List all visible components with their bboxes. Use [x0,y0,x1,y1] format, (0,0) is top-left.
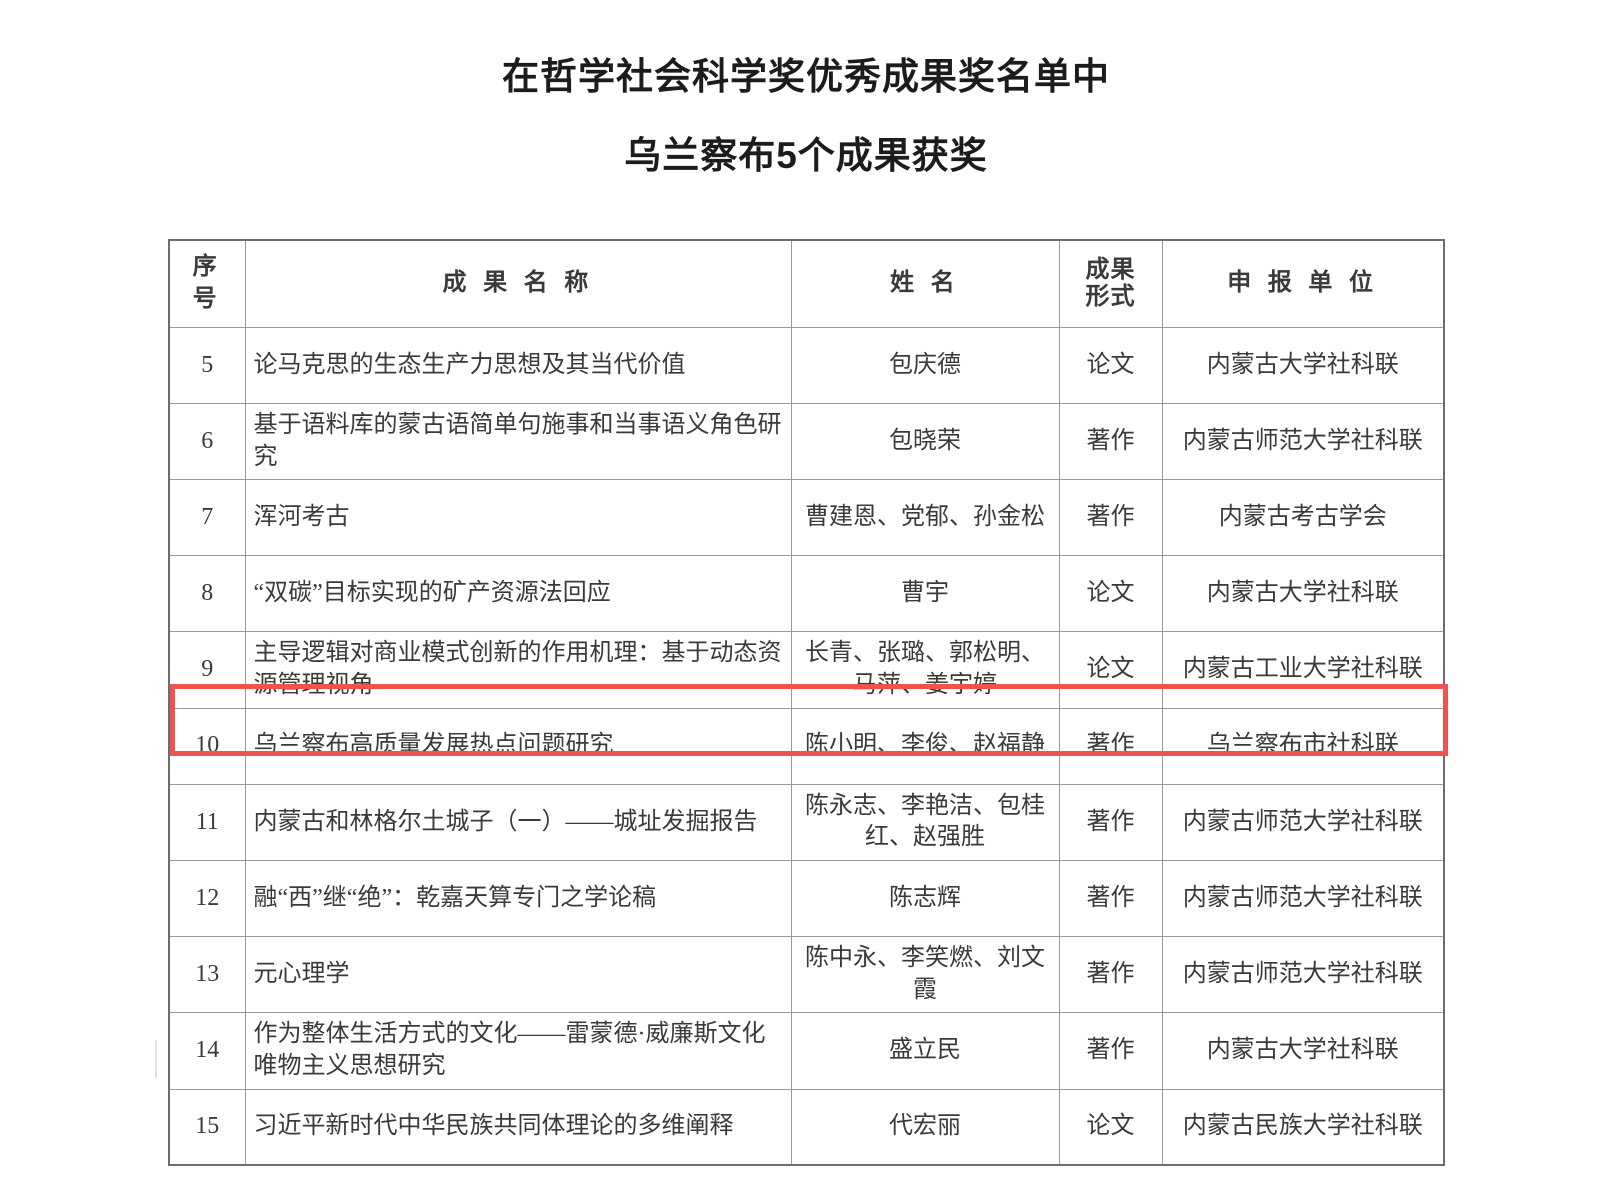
column-header-form: 成果 形式 [1058,239,1163,328]
cell-no: 8 [168,555,246,633]
table-row: 11 内蒙古和林格尔土城子（一）——城址发掘报告 陈永志、李艳洁、包桂红、赵强胜 著作… [168,783,1445,862]
cell-no: 6 [168,402,246,481]
column-header-name: 姓 名 [790,239,1060,328]
table-row: 14 作为整体生活方式的文化——雷蒙德·威廉斯文化唯物主义思想研究 盛立民 著作 内蒙古… [168,1012,1445,1090]
table-row: 8 “双碳”目标实现的矿产资源法回应 曹宇 论文 内蒙古大学社科联 [168,555,1445,633]
cell-title: “双碳”目标实现的矿产资源法回应 [244,555,792,633]
cell-title: 作为整体生活方式的文化——雷蒙德·威廉斯文化唯物主义思想研究 [244,1012,792,1090]
cell-title: 主导逻辑对商业模式创新的作用机理：基于动态资源管理视角 [244,631,792,709]
cell-form: 论文 [1058,555,1163,633]
cell-unit: 内蒙古大学社科联 [1161,1012,1445,1090]
cell-unit: 内蒙古师范大学社科联 [1161,860,1445,938]
cell-name: 长青、张璐、郭松明、马萍、姜宇婷 [790,631,1060,709]
cell-no: 15 [168,1088,246,1166]
cell-name: 代宏丽 [790,1088,1060,1166]
cell-name: 陈永志、李艳洁、包桂红、赵强胜 [790,783,1060,862]
column-header-form-line1: 成果 [1085,257,1136,284]
award-table-container: 序号 成 果 名 称 姓 名 成果 形式 申 报 单 位 5 论马克思的生态生产力… [168,239,1445,1167]
cell-title: 习近平新时代中华民族共同体理论的多维阐释 [244,1088,792,1166]
column-header-title: 成 果 名 称 [244,239,792,328]
scan-artifact [155,1040,157,1078]
cell-no: 13 [168,936,246,1014]
cell-unit: 内蒙古考古学会 [1161,479,1445,557]
cell-no: 11 [168,783,246,862]
headline-line-1: 在哲学社会科学奖优秀成果奖名单中 [502,56,1110,97]
table-row: 10 乌兰察布高质量发展热点问题研究 陈小明、李俊、赵福静 著作 乌兰察布市社科联 [168,707,1445,785]
cell-title: 融“西”继“绝”：乾嘉天算专门之学论稿 [244,860,792,938]
award-table: 序号 成 果 名 称 姓 名 成果 形式 申 报 单 位 5 论马克思的生态生产力… [168,239,1445,1167]
cell-title: 乌兰察布高质量发展热点问题研究 [244,707,792,785]
column-header-form-line2: 形式 [1085,284,1136,310]
cell-unit: 内蒙古民族大学社科联 [1161,1088,1445,1166]
cell-form: 著作 [1058,860,1163,938]
cell-form: 著作 [1058,936,1163,1014]
cell-form: 论文 [1058,327,1163,404]
cell-name: 包晓荣 [790,402,1060,481]
cell-no: 12 [168,860,246,938]
cell-title: 基于语料库的蒙古语简单句施事和当事语义角色研究 [244,402,792,481]
cell-no: 9 [168,631,246,709]
column-header-unit: 申 报 单 位 [1161,239,1445,328]
table-header: 序号 成 果 名 称 姓 名 成果 形式 申 报 单 位 [168,239,1445,328]
cell-name: 陈志辉 [790,860,1060,938]
cell-form: 著作 [1058,402,1163,481]
cell-unit: 内蒙古大学社科联 [1161,555,1445,633]
cell-form: 论文 [1058,1088,1163,1166]
cell-title: 浑河考古 [244,479,792,557]
cell-title: 元心理学 [244,936,792,1014]
cell-name: 曹宇 [790,555,1060,633]
cell-name: 陈中永、李笑燃、刘文霞 [790,936,1060,1014]
table-row: 6 基于语料库的蒙古语简单句施事和当事语义角色研究 包晓荣 著作 内蒙古师范大学社科联 [168,402,1445,481]
cell-unit: 内蒙古师范大学社科联 [1161,783,1445,862]
cell-unit: 内蒙古大学社科联 [1161,327,1445,404]
table-header-row: 序号 成 果 名 称 姓 名 成果 形式 申 报 单 位 [168,239,1445,328]
cell-unit: 内蒙古工业大学社科联 [1161,631,1445,709]
cell-no: 10 [168,707,246,785]
cell-title: 内蒙古和林格尔土城子（一）——城址发掘报告 [244,783,792,862]
cell-form: 著作 [1058,707,1163,785]
cell-no: 7 [168,479,246,557]
cell-unit: 内蒙古师范大学社科联 [1161,936,1445,1014]
cell-no: 5 [168,327,246,404]
cell-form: 著作 [1058,783,1163,862]
table-row: 7 浑河考古 曹建恩、党郁、孙金松 著作 内蒙古考古学会 [168,479,1445,557]
table-row: 13 元心理学 陈中永、李笑燃、刘文霞 著作 内蒙古师范大学社科联 [168,936,1445,1014]
table-row: 5 论马克思的生态生产力思想及其当代价值 包庆德 论文 内蒙古大学社科联 [168,327,1445,404]
table-row: 12 融“西”继“绝”：乾嘉天算专门之学论稿 陈志辉 著作 内蒙古师范大学社科联 [168,860,1445,938]
cell-unit: 乌兰察布市社科联 [1161,707,1445,785]
cell-name: 陈小明、李俊、赵福静 [790,707,1060,785]
table-row: 15 习近平新时代中华民族共同体理论的多维阐释 代宏丽 论文 内蒙古民族大学社科联 [168,1088,1445,1166]
cell-no: 14 [168,1012,246,1090]
cell-name: 包庆德 [790,327,1060,404]
table-body: 5 论马克思的生态生产力思想及其当代价值 包庆德 论文 内蒙古大学社科联 6 基于语料库的蒙… [168,327,1445,1166]
column-header-no: 序号 [168,239,246,328]
cell-form: 论文 [1058,631,1163,709]
cell-name: 盛立民 [790,1012,1060,1090]
headline-line-2: 乌兰察布5个成果获奖 [624,135,988,176]
cell-unit: 内蒙古师范大学社科联 [1161,402,1445,481]
page-title: 在哲学社会科学奖优秀成果奖名单中 乌兰察布5个成果获奖 [0,0,1612,174]
cell-title: 论马克思的生态生产力思想及其当代价值 [244,327,792,404]
cell-name: 曹建恩、党郁、孙金松 [790,479,1060,557]
table-row: 9 主导逻辑对商业模式创新的作用机理：基于动态资源管理视角 长青、张璐、郭松明、马萍… [168,631,1445,709]
cell-form: 著作 [1058,479,1163,557]
cell-form: 著作 [1058,1012,1163,1090]
